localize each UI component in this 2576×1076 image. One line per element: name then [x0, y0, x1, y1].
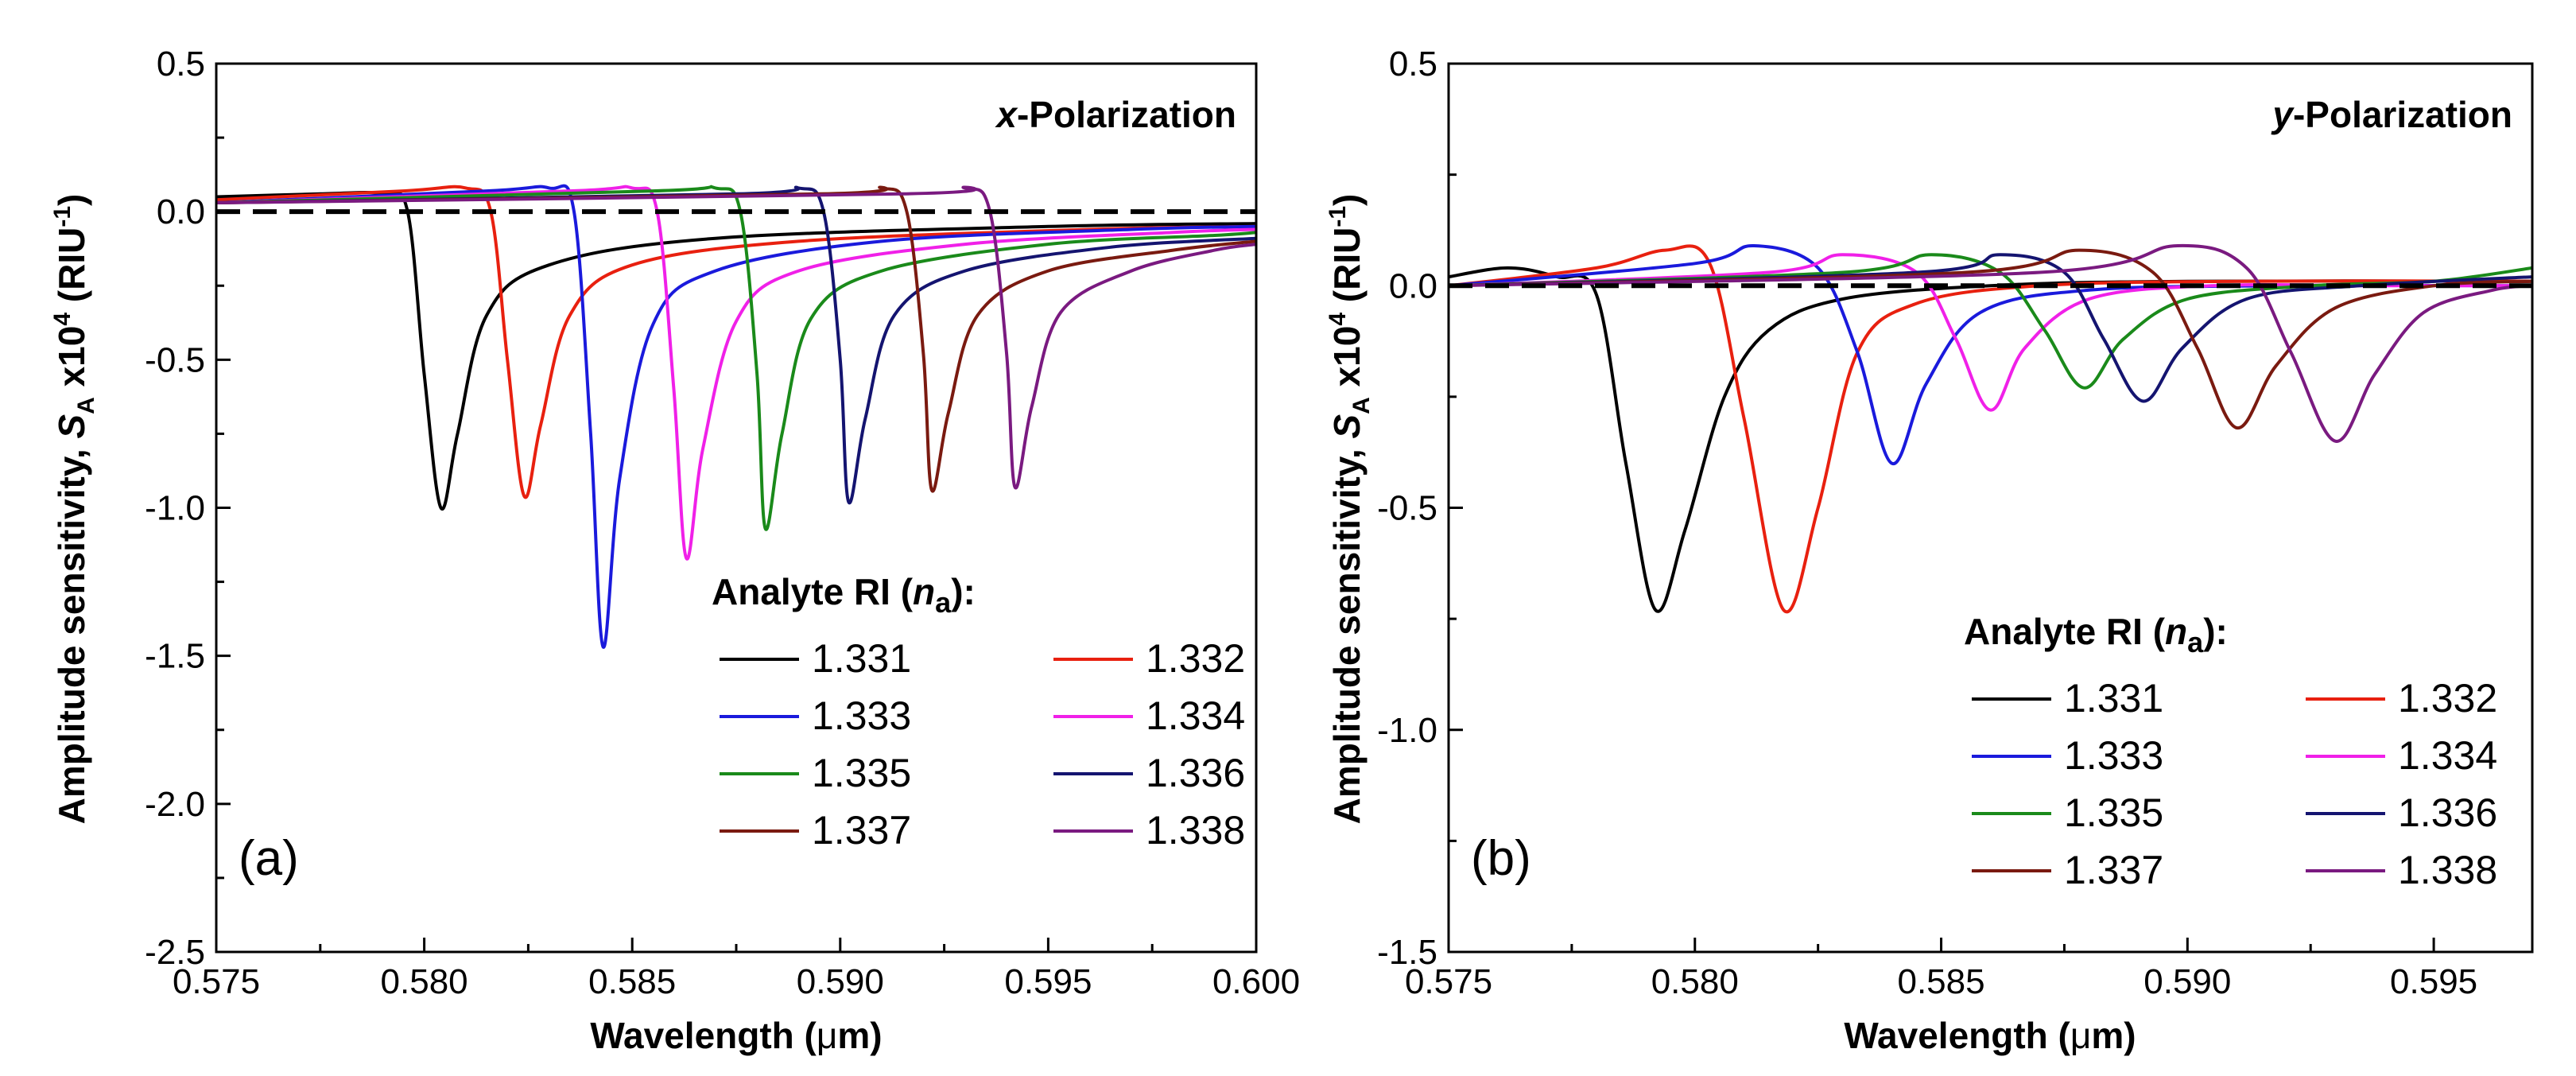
- legend: Analyte RI (na): 1.331 1.332 1.333 1.334 1.33…: [1964, 611, 2497, 892]
- series-line-1-337: [1449, 248, 2532, 430]
- y-tick-label: -1.0: [145, 489, 205, 528]
- legend: Analyte RI (na): 1.331 1.332 1.333 1.334 1.33…: [712, 571, 1245, 853]
- legend-label: 1.331: [2064, 676, 2163, 721]
- series-line-1-332: [216, 185, 1256, 499]
- x-tick-label: 0.575: [1405, 962, 1492, 1001]
- series-line-1-335: [216, 185, 1256, 531]
- panel-a: 0.575 0.580 0.585 0.590 0.595 0.600 0.5 0.0 -0.5…: [49, 45, 1300, 1056]
- y-tick-label: -1.5: [145, 637, 205, 676]
- legend-label: 1.334: [1146, 693, 1245, 738]
- series-line-1-334: [1449, 253, 2532, 412]
- polarization-letter: x: [994, 94, 1018, 135]
- legend-label: 1.338: [1146, 808, 1245, 853]
- y-tick-label: -1.5: [1377, 933, 1437, 972]
- series-line-1-333: [216, 184, 1256, 649]
- legend-label: 1.335: [2064, 790, 2163, 835]
- x-tick-label: 0.590: [2143, 962, 2231, 1001]
- y-tick-label: -2.0: [145, 785, 205, 824]
- polarization-text: -Polarization: [2293, 94, 2512, 135]
- panel-label: (a): [239, 831, 299, 886]
- y-tick-label: 0.5: [1389, 45, 1437, 84]
- legend-label: 1.333: [812, 693, 911, 738]
- polarization-label: x-Polarization: [994, 94, 1236, 135]
- x-axis-title: Wavelength (μm): [590, 1015, 882, 1056]
- legend-label: 1.338: [2398, 848, 2497, 892]
- x-tick-label: 0.585: [588, 962, 676, 1001]
- x-tick-label: 0.575: [173, 962, 260, 1001]
- x-tick-label: 0.580: [1651, 962, 1739, 1001]
- y-tick-label: -1.0: [1377, 711, 1437, 750]
- y-axis-title: Amplitude sensitivity, SA x104 (RIU-1): [1325, 194, 1375, 825]
- legend-label: 1.336: [1146, 751, 1245, 795]
- x-tick-label: 0.580: [381, 962, 468, 1001]
- x-tick-label: 0.595: [1004, 962, 1092, 1001]
- legend-title: Analyte RI (na):: [712, 571, 976, 619]
- legend-label: 1.333: [2064, 733, 2163, 778]
- series-line-1-336: [1449, 253, 2532, 403]
- x-tick-label: 0.600: [1212, 962, 1300, 1001]
- panel-label: (b): [1471, 831, 1531, 886]
- legend-label: 1.332: [1146, 636, 1245, 681]
- x-tick-label: 0.595: [2390, 962, 2477, 1001]
- x-tick-label: 0.585: [1897, 962, 1984, 1001]
- legend-label: 1.336: [2398, 790, 2497, 835]
- legend-label: 1.334: [2398, 733, 2497, 778]
- y-tick-label: -0.5: [1377, 489, 1437, 528]
- y-tick-label: 0.0: [1389, 266, 1437, 305]
- polarization-label: y-Polarization: [2271, 94, 2512, 135]
- legend-label: 1.337: [2064, 848, 2163, 892]
- series-line-1-338: [1449, 243, 2532, 443]
- legend-title: Analyte RI (na):: [1964, 611, 2228, 658]
- series-line-1-338: [216, 185, 1256, 490]
- series-line-1-334: [216, 185, 1256, 561]
- series-line-1-331: [1449, 266, 2532, 613]
- legend-label: 1.332: [2398, 676, 2497, 721]
- panel-b: 0.575 0.580 0.585 0.590 0.595 0.5 0.0 -0.5 -1.0 -…: [1325, 45, 2534, 1056]
- series-line-1-332: [1449, 244, 2532, 614]
- series-line-1-337: [216, 185, 1256, 493]
- legend-label: 1.331: [812, 636, 911, 681]
- y-axis-title: Amplitude sensitivity, SA x104 (RIU-1): [49, 194, 99, 825]
- polarization-text: -Polarization: [1017, 94, 1236, 135]
- x-tick-label: 0.590: [797, 962, 884, 1001]
- plot-frame: [1447, 62, 2534, 954]
- y-tick-label: -2.5: [145, 933, 205, 972]
- x-axis-title: Wavelength (μm): [1844, 1015, 2136, 1056]
- legend-label: 1.335: [812, 751, 911, 795]
- y-tick-label: -0.5: [145, 340, 205, 379]
- polarization-letter: y: [2271, 94, 2295, 135]
- y-tick-label: 0.0: [157, 192, 205, 231]
- y-tick-label: 0.5: [157, 45, 205, 84]
- legend-label: 1.337: [812, 808, 911, 853]
